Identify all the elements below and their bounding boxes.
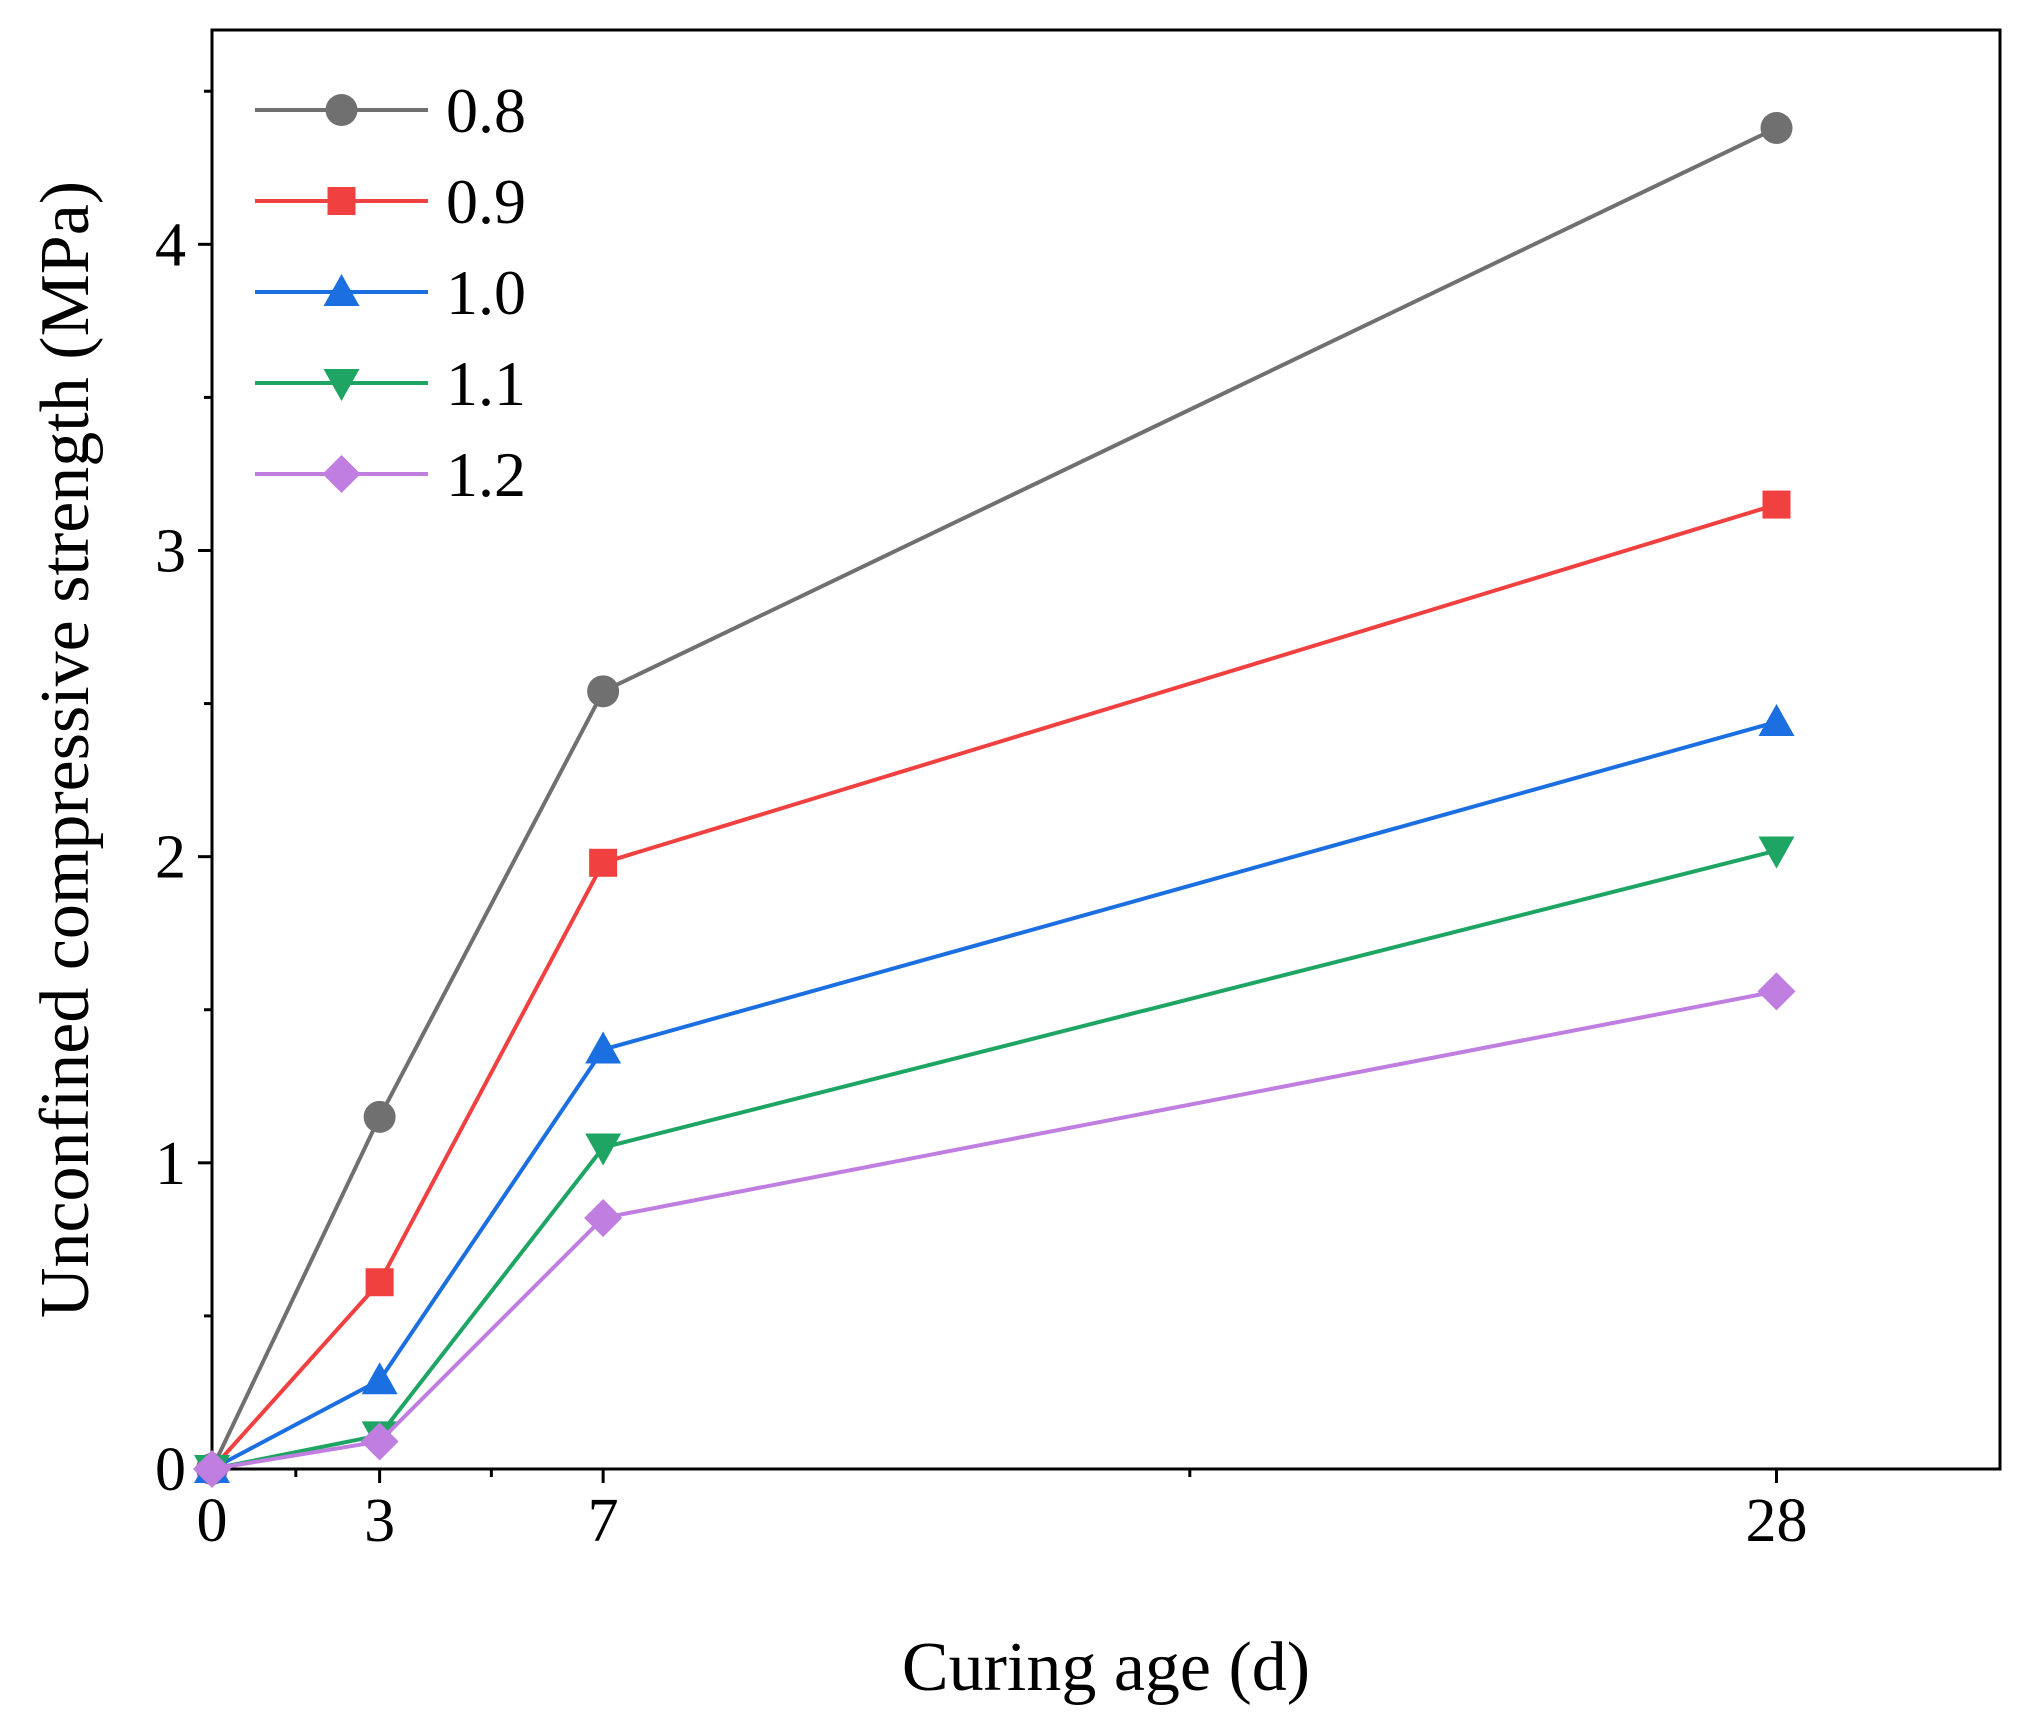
series-layer — [193, 111, 1796, 1488]
x-tick-label: 3 — [364, 1487, 395, 1555]
data-point — [360, 1422, 399, 1461]
y-axis-title: Unconfined compressive strength (MPa) — [27, 181, 104, 1318]
data-point — [363, 1100, 396, 1133]
series-line — [211, 989, 1777, 1471]
data-point — [1762, 490, 1791, 519]
legend-entry-1.1: 1.1 — [255, 348, 526, 419]
legend-label: 1.1 — [446, 348, 526, 419]
legend-marker — [323, 274, 360, 306]
data-point — [193, 1450, 231, 1488]
legend-entry-1.2: 1.2 — [255, 439, 526, 510]
legend-label: 1.2 — [446, 439, 526, 510]
data-point — [365, 1268, 394, 1297]
series-0.9 — [198, 490, 1791, 1483]
data-point — [1758, 703, 1795, 736]
data-point — [584, 1198, 623, 1237]
series-1.1 — [194, 836, 1795, 1487]
data-point — [585, 1133, 622, 1166]
data-point — [587, 675, 620, 708]
series-line — [211, 848, 1777, 1471]
legend-marker — [327, 187, 356, 215]
axes: 0 3 7 28 0 1 2 3 4 — [155, 28, 2002, 1555]
legend-marker — [323, 369, 360, 401]
x-tick-label: 0 — [197, 1487, 228, 1555]
y-tick-label: 0 — [155, 1436, 186, 1504]
data-point — [1760, 111, 1793, 144]
y-tick-label: 1 — [155, 1130, 186, 1198]
legend-label: 0.8 — [446, 75, 526, 146]
series-line — [211, 720, 1778, 1471]
data-point — [1757, 972, 1796, 1011]
legend-label: 1.0 — [446, 257, 526, 328]
x-tick-label: 7 — [588, 1487, 619, 1555]
legend-marker — [322, 455, 361, 493]
data-point — [1758, 836, 1795, 869]
y-tick-label: 2 — [155, 824, 186, 892]
plot-frame — [210, 28, 2002, 1471]
series-line — [210, 126, 1778, 1470]
legend-entry-0.8: 0.8 — [255, 75, 526, 146]
series-line — [210, 502, 1778, 1471]
legend-label: 0.9 — [446, 166, 526, 237]
legend-entry-0.9: 0.9 — [255, 166, 526, 237]
x-tick-label: 28 — [1746, 1487, 1808, 1555]
y-tick-label: 4 — [155, 211, 186, 279]
legend-marker — [325, 94, 358, 126]
data-point — [361, 1362, 398, 1395]
y-tick-label: 3 — [155, 517, 186, 585]
legend-entry-1.0: 1.0 — [255, 257, 526, 328]
x-axis-title: Curing age (d) — [902, 1629, 1310, 1706]
data-point — [585, 1031, 622, 1064]
series-1.2 — [193, 972, 1796, 1488]
legend: 0.8 0.9 1.0 1.1 1.2 — [255, 75, 526, 510]
data-point — [589, 848, 618, 877]
